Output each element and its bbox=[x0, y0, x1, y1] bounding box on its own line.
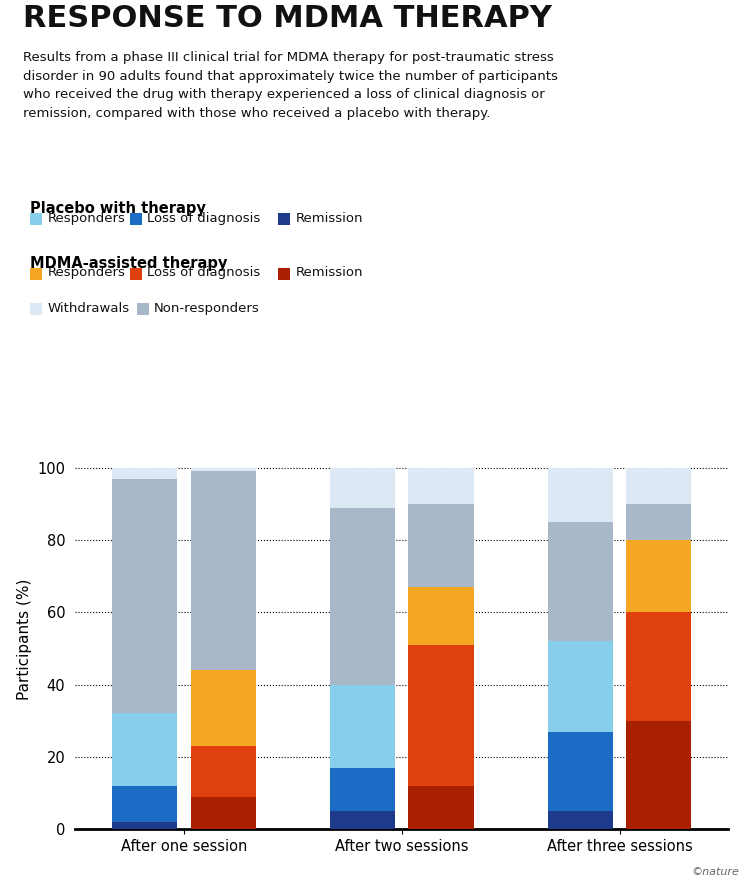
Bar bbox=[547, 467, 613, 522]
Text: Non-responders: Non-responders bbox=[154, 302, 260, 315]
Text: Remission: Remission bbox=[295, 212, 363, 225]
Text: ©nature: ©nature bbox=[692, 867, 740, 877]
Bar bbox=[547, 811, 613, 829]
Bar bbox=[112, 467, 177, 479]
Bar bbox=[626, 721, 692, 829]
Bar bbox=[191, 670, 256, 746]
Text: RESPONSE TO MDMA THERAPY: RESPONSE TO MDMA THERAPY bbox=[23, 4, 551, 34]
Text: MDMA-assisted therapy: MDMA-assisted therapy bbox=[30, 256, 228, 271]
Bar bbox=[191, 472, 256, 670]
Bar bbox=[409, 504, 474, 587]
Bar bbox=[330, 684, 395, 767]
Text: Results from a phase III clinical trial for MDMA therapy for post-traumatic stre: Results from a phase III clinical trial … bbox=[23, 51, 557, 120]
Bar bbox=[547, 731, 613, 811]
Text: Loss of diagnosis: Loss of diagnosis bbox=[147, 266, 261, 280]
Bar bbox=[330, 811, 395, 829]
Bar bbox=[409, 587, 474, 645]
Bar bbox=[409, 786, 474, 829]
Bar bbox=[547, 522, 613, 641]
Bar bbox=[191, 796, 256, 829]
Bar bbox=[191, 467, 256, 472]
Bar bbox=[330, 767, 395, 811]
Bar bbox=[330, 508, 395, 684]
Bar bbox=[191, 746, 256, 796]
Bar bbox=[409, 467, 474, 504]
Bar bbox=[626, 612, 692, 721]
Bar bbox=[112, 479, 177, 714]
Bar bbox=[547, 641, 613, 731]
Text: Loss of diagnosis: Loss of diagnosis bbox=[147, 212, 261, 225]
Bar bbox=[626, 467, 692, 504]
Bar bbox=[409, 645, 474, 786]
Bar bbox=[112, 822, 177, 829]
Bar bbox=[626, 540, 692, 612]
Text: Responders: Responders bbox=[47, 212, 125, 225]
Bar bbox=[112, 786, 177, 822]
Text: Remission: Remission bbox=[295, 266, 363, 280]
Y-axis label: Participants (%): Participants (%) bbox=[17, 579, 32, 700]
Bar bbox=[626, 504, 692, 540]
Text: Responders: Responders bbox=[47, 266, 125, 280]
Text: Placebo with therapy: Placebo with therapy bbox=[30, 201, 206, 216]
Bar bbox=[112, 714, 177, 786]
Bar bbox=[330, 467, 395, 508]
Text: Withdrawals: Withdrawals bbox=[47, 302, 129, 315]
